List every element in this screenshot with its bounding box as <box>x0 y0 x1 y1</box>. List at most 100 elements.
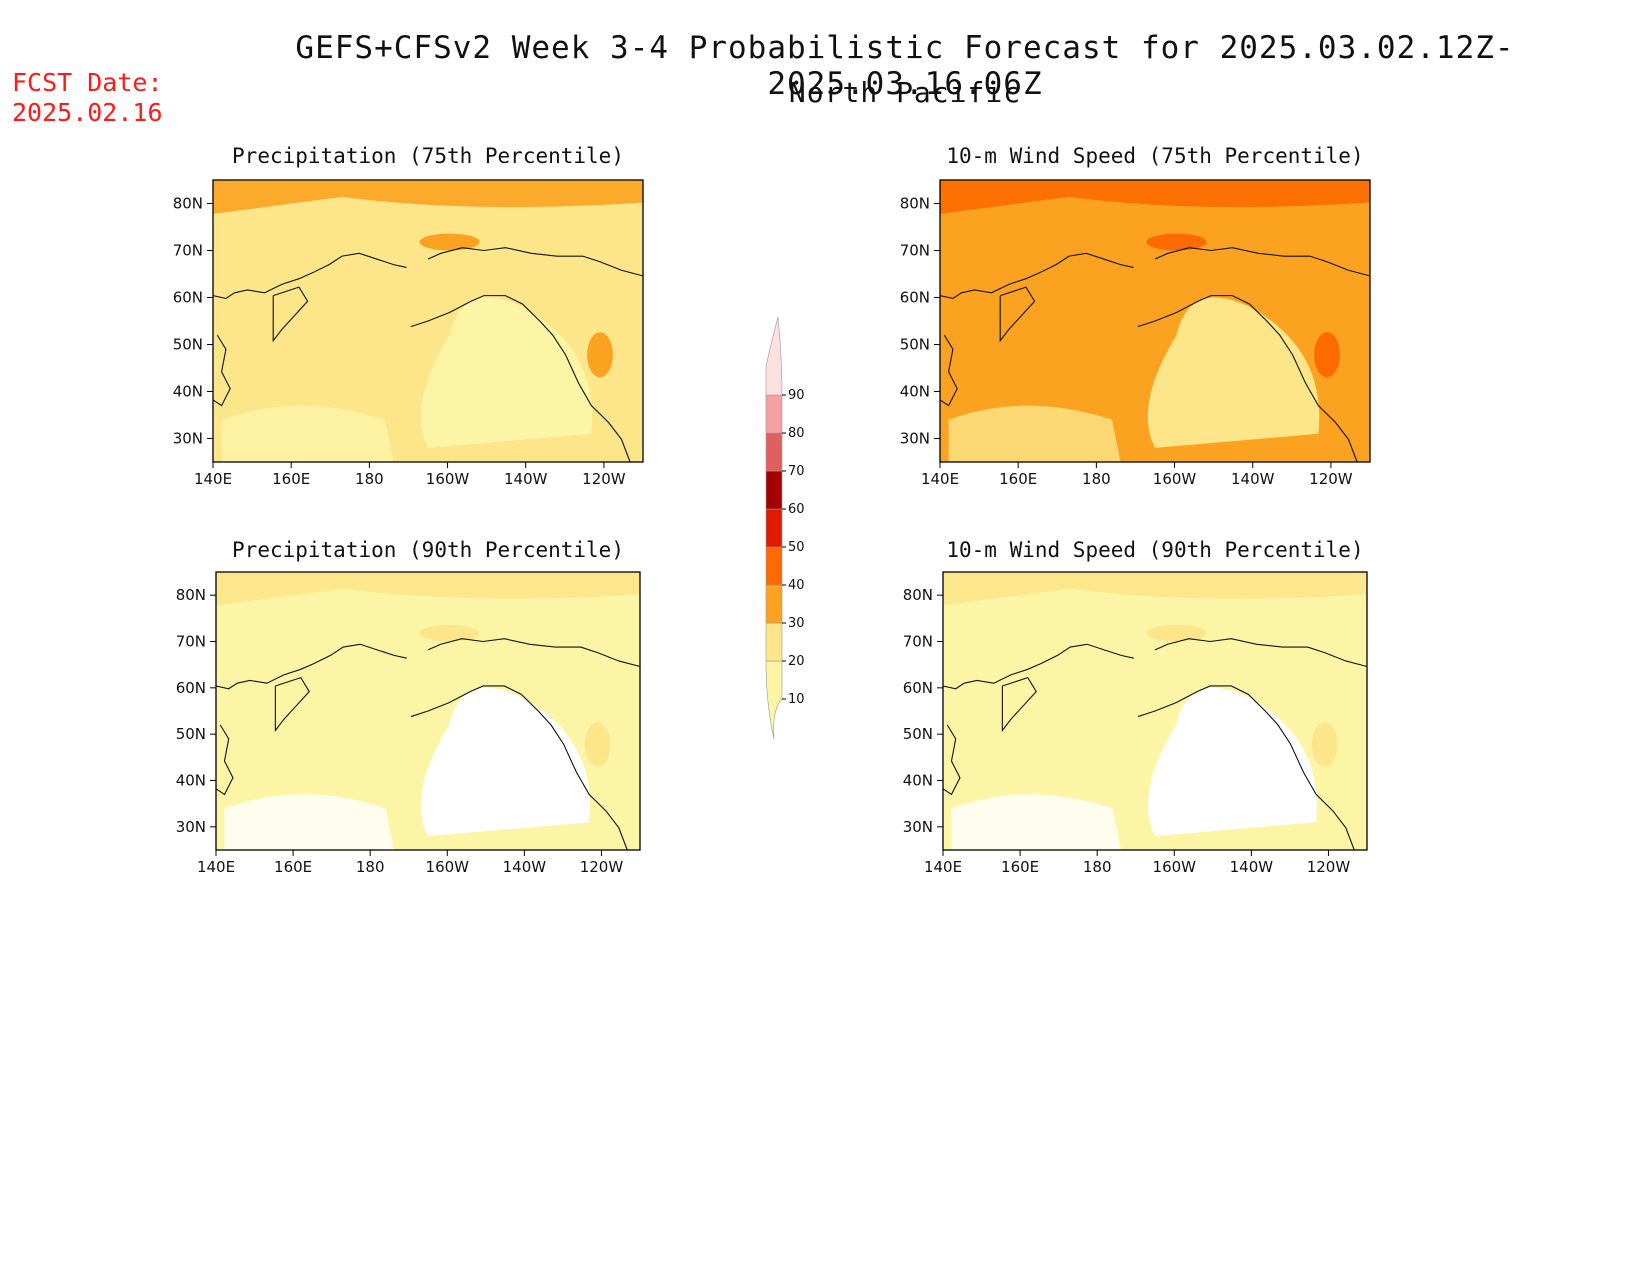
lon-tick-label: 160W <box>1153 858 1197 876</box>
lon-tick-label: 140E <box>197 858 235 876</box>
lon-tick-label: 160E <box>1001 858 1039 876</box>
map-frame <box>215 571 641 851</box>
colorbar-label: 90 <box>788 388 805 403</box>
lon-tick-label: 120W <box>580 858 624 876</box>
map-frame <box>939 179 1371 463</box>
fcst-date-label: FCST Date: <box>12 68 163 97</box>
lon-tick-label: 180 <box>1082 470 1111 488</box>
map-panel-precip75: 80N 70N 60N 50N 40N 30N 140E 160E 180 160W 140W 120… <box>173 179 644 488</box>
lat-tick-label: 40N <box>173 383 203 401</box>
lat-tick-label: 70N <box>176 633 206 651</box>
coastline-japan <box>939 334 958 407</box>
lon-tick-label: 180 <box>1083 858 1112 876</box>
lon-tick-label: 140W <box>1231 470 1275 488</box>
colorbar-label: 70 <box>788 464 805 479</box>
coastline-asia <box>212 252 407 300</box>
coastline-asia <box>939 252 1134 300</box>
coastline-asia <box>215 643 407 690</box>
map-patch-south <box>221 405 394 462</box>
coastlines <box>939 247 1371 463</box>
fcst-date-value: 2025.02.16 <box>12 98 163 127</box>
colorbar-label: 40 <box>788 578 805 593</box>
coastline-north-america <box>1137 295 1358 463</box>
coastline-kamchatka <box>272 286 309 343</box>
colorbar-label: 60 <box>788 502 805 517</box>
coastline-north-america <box>1137 685 1355 851</box>
colorbar-box <box>765 432 783 472</box>
coastline-arctic <box>427 638 641 668</box>
map-patch-east <box>1147 297 1320 448</box>
map-patch-south <box>224 794 395 850</box>
colorbar-box <box>765 546 783 586</box>
main-title: GEFS+CFSv2 Week 3-4 Probabilistic Foreca… <box>295 30 1515 102</box>
map-panel-wind75: 80N 70N 60N 50N 40N 30N 140E 160E 180 160W 140W 120… <box>900 179 1371 488</box>
lat-tick-label: 60N <box>903 679 933 697</box>
colorbar-box <box>765 470 783 510</box>
lon-tick-label: 160W <box>426 470 470 488</box>
lat-tick-label: 80N <box>903 586 933 604</box>
coastline-arctic <box>1154 638 1368 668</box>
lon-tick-label: 160W <box>1153 470 1197 488</box>
panel-title-precip75: Precipitation (75th Percentile) <box>232 144 624 168</box>
coastline-arctic <box>427 247 644 277</box>
coastline-kamchatka <box>1001 676 1037 733</box>
map-frame <box>942 571 1368 851</box>
lat-tick-label: 80N <box>176 586 206 604</box>
coastline-kamchatka <box>999 286 1036 343</box>
lon-tick-label: 160E <box>999 470 1037 488</box>
coastlines <box>215 638 641 851</box>
coastlines <box>212 247 644 463</box>
colorbar-box <box>765 622 783 662</box>
colorbar-legend: 10 20 30 40 50 60 70 80 90 <box>765 316 805 740</box>
lon-tick-label: 140W <box>1230 858 1274 876</box>
colorbar-label: 50 <box>788 540 805 555</box>
map-patch-east <box>420 687 590 837</box>
lat-tick-label: 60N <box>900 289 930 307</box>
lon-tick-label: 160E <box>274 858 312 876</box>
colorbar-bottom-box <box>765 660 783 740</box>
map-hotspot-coast <box>587 332 613 378</box>
map-hotspot-coast <box>1311 722 1338 767</box>
lon-tick-label: 180 <box>356 858 385 876</box>
lat-tick-label: 80N <box>173 195 203 213</box>
coastlines <box>942 638 1368 851</box>
lat-tick-label: 30N <box>900 430 930 448</box>
region-subtitle: North Pacific <box>788 76 1022 109</box>
panel-title-wind90: 10-m Wind Speed (90th Percentile) <box>946 538 1364 562</box>
map-fill-precip75 <box>213 180 643 462</box>
lat-tick-label: 30N <box>903 818 933 836</box>
map-band-north <box>940 180 1370 214</box>
colorbar-top-arrow <box>765 316 783 396</box>
map-patch-east <box>420 297 593 448</box>
lat-tick-label: 40N <box>900 383 930 401</box>
forecast-date-block: FCST Date: 2025.02.16 <box>12 68 163 128</box>
map-patch-south <box>951 794 1122 850</box>
colorbar-box <box>765 584 783 624</box>
map-hotspot-coast <box>1314 332 1340 378</box>
lat-tick-label: 50N <box>176 725 206 743</box>
lat-tick-label: 40N <box>176 772 206 790</box>
coastline-kamchatka <box>274 676 310 733</box>
lat-tick-label: 70N <box>173 242 203 260</box>
colorbar-box <box>765 508 783 548</box>
lat-tick-label: 50N <box>900 336 930 354</box>
lon-tick-label: 120W <box>1309 470 1353 488</box>
lat-tick-label: 80N <box>900 195 930 213</box>
lon-tick-label: 120W <box>1307 858 1351 876</box>
lon-tick-label: 140E <box>194 470 232 488</box>
lat-tick-label: 50N <box>903 725 933 743</box>
lon-tick-label: 160W <box>426 858 470 876</box>
colorbar-label: 10 <box>788 692 805 707</box>
map-hotspot-arctic <box>419 233 480 251</box>
map-band-north <box>216 572 640 606</box>
lat-tick-label: 40N <box>903 772 933 790</box>
map-band-north <box>213 180 643 214</box>
map-panel-precip90: 80N 70N 60N 50N 40N 30N 140E 160E 180 160W 140W 120… <box>176 571 641 876</box>
lat-tick-label: 70N <box>900 242 930 260</box>
map-hotspot-arctic <box>1146 624 1206 642</box>
colorbar-label: 80 <box>788 426 805 441</box>
lat-tick-label: 50N <box>173 336 203 354</box>
map-patch-east <box>1147 687 1317 837</box>
lat-tick-label: 60N <box>176 679 206 697</box>
coastline-arctic <box>1154 247 1371 277</box>
